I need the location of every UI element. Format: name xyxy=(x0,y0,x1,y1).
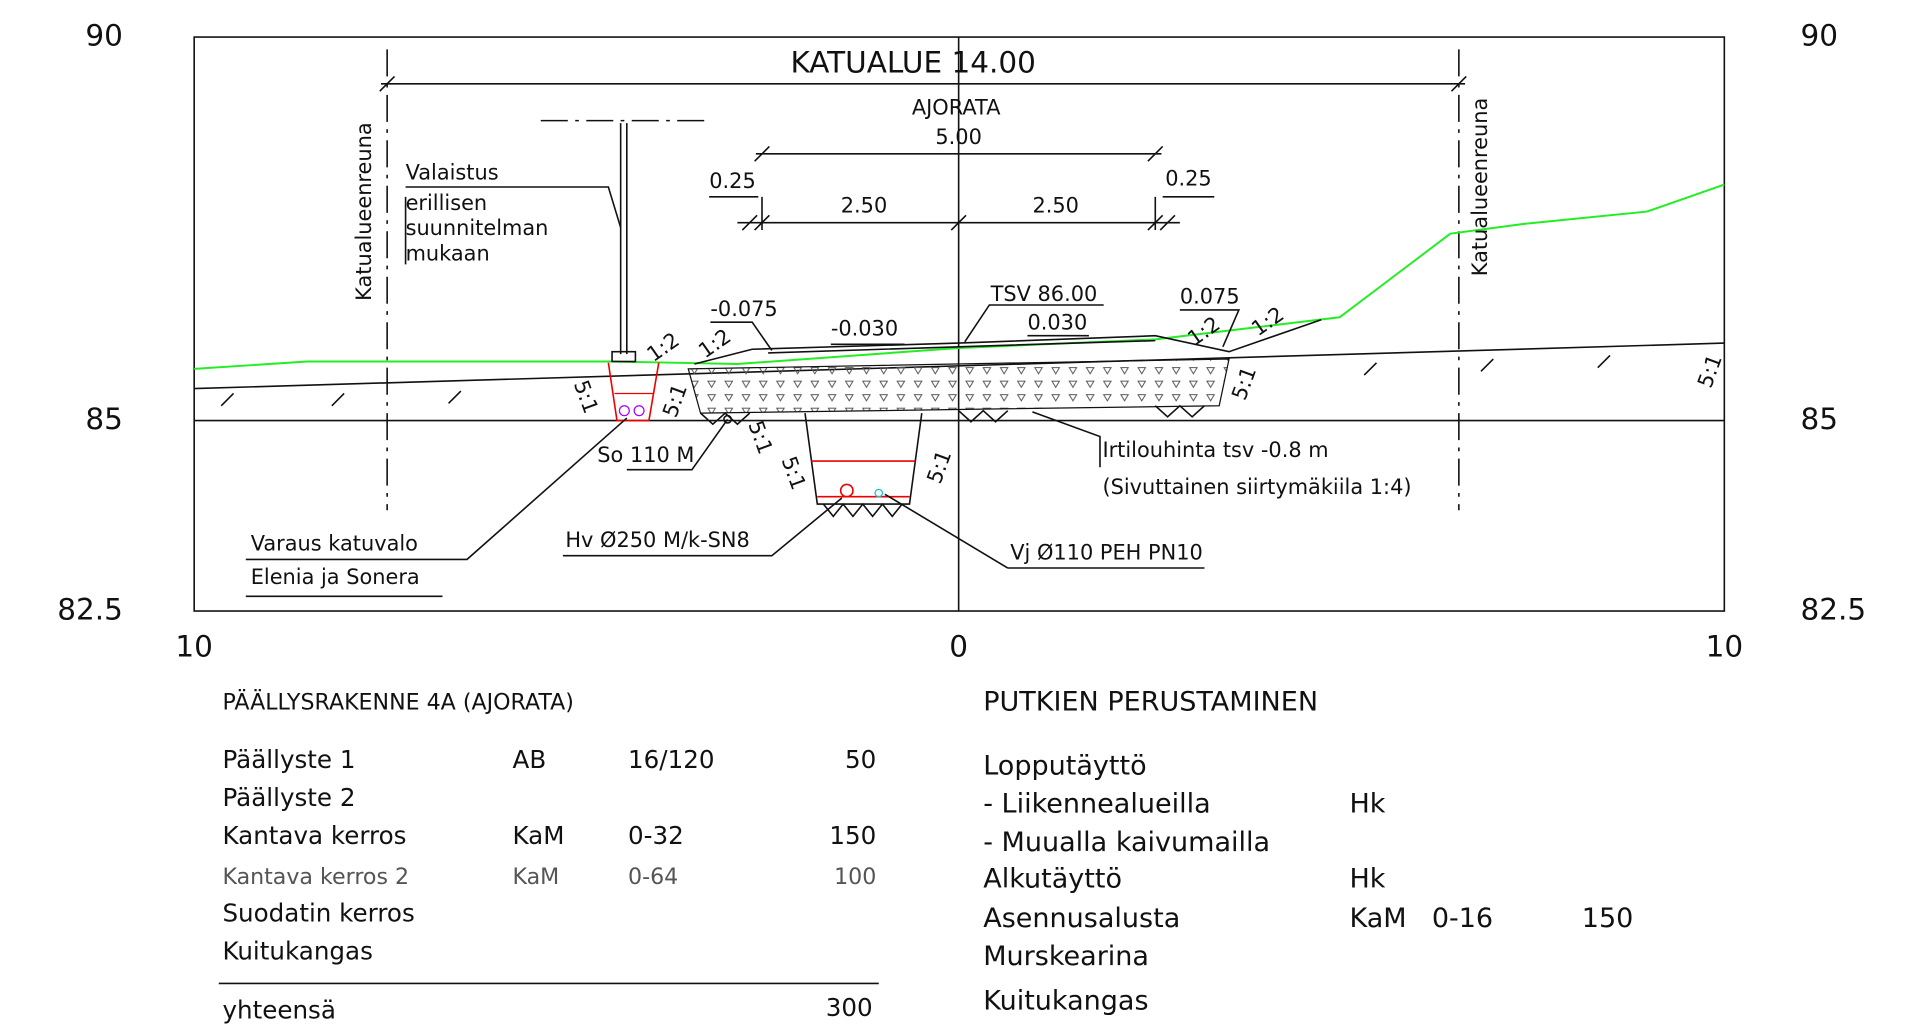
label: 0.075 xyxy=(1180,285,1240,309)
table-cell: 0-64 xyxy=(628,864,678,890)
label: Varaus katuvalo xyxy=(251,532,418,556)
y-tick-label: 90 xyxy=(85,19,123,53)
label: -0.075 xyxy=(710,297,777,321)
tables: PÄÄLLYSRAKENNE 4A (AJORATA) yhteensä 300… xyxy=(222,687,1633,1025)
label: 5:1 xyxy=(1693,351,1727,391)
y-tick-label: 85 xyxy=(1801,402,1839,436)
y-tick-label: 85 xyxy=(85,402,123,436)
label: KATUALUE 14.00 xyxy=(790,46,1035,80)
table-cell: KaM xyxy=(513,864,560,890)
table-title: PÄÄLLYSRAKENNE 4A (AJORATA) xyxy=(222,688,573,716)
label: Irtilouhinta tsv -0.8 m xyxy=(1102,438,1328,462)
label: 5:1 xyxy=(658,381,692,421)
table-cell: AB xyxy=(513,745,547,774)
label: -0.030 xyxy=(831,317,898,341)
label: 0.25 xyxy=(1165,167,1211,191)
label: 5:1 xyxy=(1227,363,1261,403)
table-cell: Hk xyxy=(1349,789,1385,820)
table-cell: - Liikennealueilla xyxy=(983,789,1210,820)
table-cell: Murskearina xyxy=(983,941,1149,972)
label: 0.030 xyxy=(1027,310,1087,334)
label: 1:2 xyxy=(694,324,735,363)
x-tick-label: 0 xyxy=(949,629,968,663)
label: Hv Ø250 M/k-SN8 xyxy=(565,528,749,552)
label: suunnitelman xyxy=(406,216,549,240)
label: 5:1 xyxy=(777,453,811,493)
label: 1:2 xyxy=(1247,302,1288,341)
label: 5:1 xyxy=(743,417,777,457)
drawing-labels: KATUALUE 14.00 AJORATA 5.00 0.25 2.50 2.… xyxy=(251,46,1727,589)
label: Katualueenreuna xyxy=(352,122,376,301)
label: Valaistus xyxy=(406,160,499,184)
table-cell: 300 xyxy=(826,993,873,1022)
x-tick-label: 10 xyxy=(1706,629,1744,663)
table-cell: 16/120 xyxy=(628,745,714,774)
table-cell: 150 xyxy=(829,821,876,850)
table-cell: Kantava kerros 2 xyxy=(222,864,409,890)
table-cell: Päällyste 2 xyxy=(222,783,355,812)
table-cell: Suodatin kerros xyxy=(222,899,414,928)
label: Elenia ja Sonera xyxy=(251,565,420,589)
table-cell: 0-16 xyxy=(1432,903,1493,934)
y-tick-label: 90 xyxy=(1801,19,1839,53)
table-cell: 150 xyxy=(1582,903,1634,934)
label: Vj Ø110 PEH PN10 xyxy=(1010,540,1203,564)
label: TSV 86.00 xyxy=(990,282,1098,306)
label: (Sivuttainen siirtymäkiila 1:4) xyxy=(1102,475,1411,499)
table-cell: Asennusalusta xyxy=(983,903,1180,934)
table-cell: KaM xyxy=(1349,903,1406,934)
label: 0.25 xyxy=(709,169,755,193)
y-tick-label: 82.5 xyxy=(57,593,123,627)
label: 2.50 xyxy=(841,194,887,218)
x-tick-label: 10 xyxy=(175,629,213,663)
table-cell: KaM xyxy=(513,821,565,850)
label: 1:2 xyxy=(642,328,683,367)
label: 5:1 xyxy=(569,377,603,417)
label: 2.50 xyxy=(1032,194,1078,218)
table-cell: Lopputäyttö xyxy=(983,751,1146,782)
label: AJORATA xyxy=(912,95,1001,119)
label: 5:1 xyxy=(922,447,956,487)
label: erillisen xyxy=(406,191,488,215)
table-cell: Päällyste 1 xyxy=(222,745,355,774)
table-title: PUTKIEN PERUSTAMINEN xyxy=(983,687,1318,718)
table-cell: - Muualla kaivumailla xyxy=(983,827,1270,858)
label: 1:2 xyxy=(1183,312,1224,351)
table-cell: 100 xyxy=(834,864,876,890)
table-cell: 50 xyxy=(845,745,876,774)
label: mukaan xyxy=(406,242,490,266)
table-cell: Kantava kerros xyxy=(222,821,406,850)
label: So 110 M xyxy=(597,443,694,467)
y-tick-label: 82.5 xyxy=(1801,593,1867,627)
label: 5.00 xyxy=(935,125,981,149)
label: Katualueenreuna xyxy=(1468,98,1492,276)
table-cell: Kuitukangas xyxy=(983,985,1148,1016)
table-cell: Kuitukangas xyxy=(222,937,372,966)
table-cell: Alkutäyttö xyxy=(983,864,1122,895)
table-cell: yhteensä xyxy=(222,996,335,1025)
axis-labels: 90 85 82.5 90 85 82.5 10 0 10 xyxy=(57,19,1866,664)
geometry xyxy=(193,36,1726,985)
table-cell: Hk xyxy=(1349,864,1385,895)
table-cell: 0-32 xyxy=(628,821,684,850)
